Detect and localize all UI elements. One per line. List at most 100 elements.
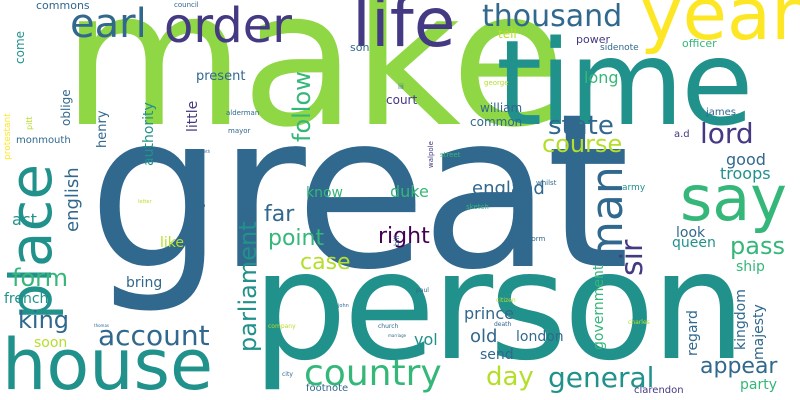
- word-citizen: citizen: [496, 297, 516, 304]
- word-look: look: [676, 225, 706, 241]
- word-case: case: [300, 250, 351, 275]
- word-point: point: [268, 226, 325, 251]
- word-letter: letter: [138, 199, 152, 205]
- word-english: english: [62, 167, 83, 232]
- word-vol: vol: [414, 330, 438, 349]
- word-far: far: [264, 202, 295, 227]
- word-queen: queen: [672, 235, 716, 251]
- word-family: family: [191, 199, 206, 240]
- word-great: great: [88, 68, 630, 317]
- word-footnote: footnote: [306, 383, 349, 394]
- word-lord: lord: [700, 117, 754, 150]
- word-bring: bring: [126, 275, 163, 291]
- word-whilst: whilst: [536, 179, 557, 187]
- word-sidenote: sidenote: [600, 43, 639, 53]
- word-oblige: oblige: [59, 89, 73, 126]
- word-soon: soon: [34, 335, 68, 351]
- word-a-d: a.d: [674, 129, 690, 140]
- word-person: person: [252, 220, 746, 394]
- word-reform: reform: [522, 235, 546, 243]
- word-duke: duke: [390, 182, 429, 201]
- word-general: general: [548, 361, 655, 394]
- word-power: power: [576, 33, 610, 46]
- word-come: come: [13, 30, 27, 64]
- word-majesty: majesty: [751, 304, 767, 360]
- word-mayor: mayor: [228, 127, 251, 135]
- word-alderman: alderman: [226, 109, 260, 117]
- word-make: make: [62, 0, 566, 169]
- word-course: course: [542, 130, 623, 158]
- word-sir: sir: [615, 239, 650, 276]
- word-london: london: [516, 329, 564, 345]
- word-marriage: marriage: [388, 333, 407, 338]
- word-england: england: [472, 178, 545, 199]
- word-party: party: [740, 377, 777, 393]
- word-say: say: [680, 162, 787, 235]
- word-appear: appear: [700, 354, 778, 379]
- word-troops: troops: [720, 164, 771, 183]
- word-ship: ship: [736, 259, 765, 275]
- word-earl: earl: [70, 1, 147, 47]
- word-form: form: [12, 264, 68, 292]
- word-commons: commons: [36, 0, 90, 12]
- word-officer: officer: [682, 37, 717, 50]
- word-life: life: [352, 0, 456, 63]
- word-good: good: [726, 150, 766, 169]
- word-kingdom: kingdom: [733, 289, 749, 350]
- word-son: son: [350, 41, 370, 54]
- word-army: army: [622, 183, 646, 193]
- word-common: common: [470, 115, 523, 129]
- word-long: long: [584, 68, 619, 87]
- word-prince: prince: [464, 304, 514, 323]
- word-thousand: thousand: [482, 0, 623, 34]
- word-government: government: [591, 264, 607, 350]
- word-street: street: [440, 151, 461, 159]
- word-george: george: [484, 79, 509, 87]
- word-city: city: [282, 371, 293, 378]
- word-parliament: parliament: [234, 221, 262, 352]
- word-bill: bill: [393, 235, 401, 246]
- word-old: old: [470, 326, 498, 347]
- word-william: william: [480, 101, 523, 115]
- word-monmouth: monmouth: [16, 135, 71, 146]
- word-order: order: [164, 0, 292, 54]
- word-right: right: [378, 224, 430, 249]
- word-james: james: [706, 107, 737, 118]
- word-company: company: [268, 323, 296, 330]
- word-henry: henry: [95, 110, 110, 148]
- word-pitt: pitt: [25, 116, 34, 130]
- word-sketch: sketch: [466, 203, 489, 211]
- word-follow: follow: [288, 71, 316, 142]
- word-regard: regard: [685, 310, 701, 356]
- word-king: king: [18, 306, 70, 334]
- word-iii: iii: [398, 83, 404, 91]
- word-paul: paul: [416, 287, 429, 294]
- word-church: church: [378, 323, 399, 330]
- word-court: court: [386, 93, 418, 107]
- word-charles: charles: [628, 319, 650, 326]
- word-elizabeth: elizabeth: [192, 149, 211, 154]
- word-protestant: protestant: [3, 113, 13, 160]
- word-present: present: [196, 69, 246, 84]
- word-house: house: [2, 324, 214, 400]
- word-little: little: [185, 100, 201, 132]
- word-clarendon: clarendon: [634, 385, 684, 396]
- word-death: death: [494, 321, 512, 328]
- word-time: time: [496, 14, 754, 152]
- word-year: year: [640, 0, 800, 56]
- word-pass: pass: [730, 232, 785, 260]
- word-act: act: [12, 210, 37, 229]
- word-tell: tell: [498, 27, 517, 41]
- word-like: like: [160, 235, 185, 251]
- word-state: state: [548, 111, 614, 141]
- word-day: day: [486, 362, 534, 392]
- word-country: country: [304, 353, 442, 394]
- word-account: account: [98, 319, 210, 352]
- word-french: french: [4, 291, 49, 307]
- word-john: john: [338, 303, 349, 309]
- word-send: send: [480, 347, 514, 363]
- word-know: know: [306, 185, 343, 201]
- word-walpole: walpole: [427, 141, 435, 168]
- word-authority: authority: [141, 102, 157, 166]
